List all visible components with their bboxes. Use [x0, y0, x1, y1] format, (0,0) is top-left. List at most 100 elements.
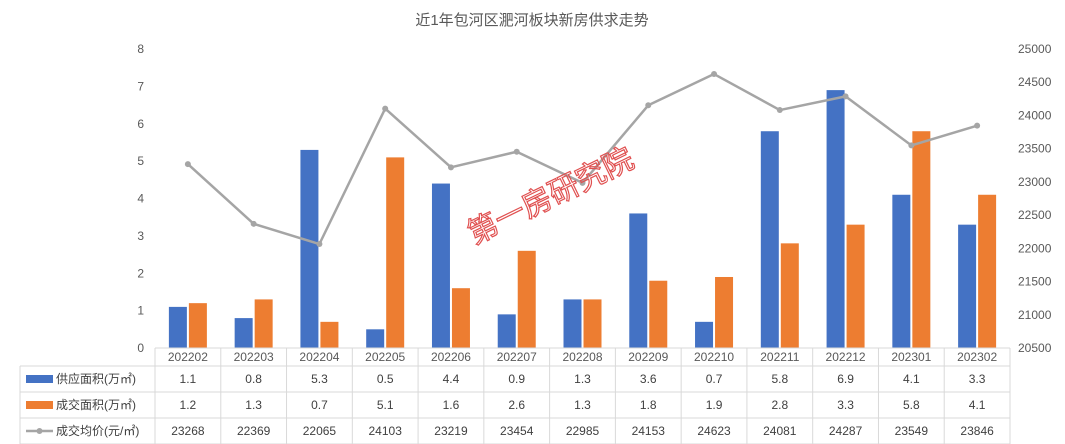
table-cell: 1.9 [706, 398, 723, 412]
table-cell: 23219 [434, 424, 468, 438]
bar-transaction [188, 303, 207, 348]
right-axis-ticks: 20500 21000 21500 22000 22500 23000 23500 24000… [1018, 42, 1052, 355]
price-point [645, 102, 652, 109]
bar-transaction [649, 280, 668, 348]
right-tick-label: 21500 [1018, 275, 1052, 289]
bar-supply [629, 213, 648, 348]
category-label: 202207 [497, 350, 537, 364]
category-label: 202206 [431, 350, 471, 364]
table-cell: 3.3 [837, 398, 854, 412]
left-axis-ticks: 0 1 2 3 4 5 6 7 8 [137, 42, 144, 355]
bar-supply [431, 183, 450, 348]
left-tick-label: 4 [137, 192, 144, 206]
legend-key [26, 401, 53, 409]
table-cell: 1.6 [443, 398, 460, 412]
table-cell: 0.5 [377, 372, 394, 386]
table-cell: 23454 [500, 424, 534, 438]
table-cell: 1.8 [640, 398, 657, 412]
price-point [184, 161, 191, 168]
category-label: 202210 [694, 350, 734, 364]
table-cell: 0.7 [706, 372, 723, 386]
table-cell: 22065 [303, 424, 337, 438]
price-point [382, 105, 389, 112]
bar-supply [695, 321, 714, 348]
category-label: 202204 [299, 350, 339, 364]
bar-supply [760, 131, 779, 348]
category-label: 202208 [562, 350, 602, 364]
price-point [447, 164, 454, 171]
category-label: 202302 [957, 350, 997, 364]
bar-transaction [715, 276, 734, 348]
left-tick-label: 1 [137, 304, 144, 318]
bar-supply [366, 329, 385, 348]
line-series [184, 71, 981, 248]
bar-supply [300, 149, 319, 348]
bar-transaction [912, 131, 931, 348]
left-tick-label: 8 [137, 42, 144, 56]
table-cell: 2.8 [771, 398, 788, 412]
table-cell: 23268 [171, 424, 205, 438]
bar-transaction [451, 288, 470, 348]
price-point [842, 93, 849, 100]
right-tick-label: 25000 [1018, 42, 1052, 56]
legend-key [26, 375, 53, 383]
bar-supply [892, 194, 911, 348]
right-tick-label: 24000 [1018, 108, 1052, 122]
table-cell: 0.7 [311, 398, 328, 412]
table-cell: 1.3 [245, 398, 262, 412]
bar-transaction [254, 299, 273, 348]
right-tick-label: 23000 [1018, 175, 1052, 189]
bar-supply [234, 318, 253, 348]
bar-transaction [846, 224, 865, 348]
right-tick-label: 24500 [1018, 75, 1052, 89]
bar-supply [563, 299, 582, 348]
table-cell: 4.4 [443, 372, 460, 386]
table-cell: 5.3 [311, 372, 328, 386]
right-tick-label: 22500 [1018, 208, 1052, 222]
price-point [711, 71, 718, 78]
price-point [776, 107, 783, 114]
legend-label: 成交面积(万㎡) [56, 397, 136, 412]
table-cell: 0.8 [245, 372, 262, 386]
price-point [316, 241, 323, 248]
left-tick-label: 6 [137, 117, 144, 131]
category-label: 202301 [891, 350, 931, 364]
left-tick-label: 3 [137, 229, 144, 243]
table-cell: 4.1 [903, 372, 920, 386]
table-cell: 6.9 [837, 372, 854, 386]
table-cell: 24103 [369, 424, 403, 438]
bar-transaction [320, 321, 339, 348]
category-label: 202202 [168, 350, 208, 364]
bar-transaction [583, 299, 602, 348]
left-tick-label: 5 [137, 154, 144, 168]
category-label: 202209 [628, 350, 668, 364]
right-tick-label: 22000 [1018, 241, 1052, 255]
table-cell: 1.3 [574, 398, 591, 412]
price-point [513, 148, 520, 155]
bar-supply [958, 224, 977, 348]
table-cell: 1.3 [574, 372, 591, 386]
bar-supply [497, 314, 516, 348]
table-cell: 5.8 [903, 398, 920, 412]
table-cell: 5.8 [771, 372, 788, 386]
table-cell: 23549 [895, 424, 929, 438]
table-cell: 0.9 [508, 372, 525, 386]
category-label: 202212 [826, 350, 866, 364]
category-label: 202211 [760, 350, 799, 364]
table-cell: 5.1 [377, 398, 394, 412]
table-cell: 3.6 [640, 372, 657, 386]
bar-supply [826, 90, 845, 349]
table-cell: 22369 [237, 424, 271, 438]
bar-transaction [386, 157, 405, 348]
table-cell: 24081 [763, 424, 797, 438]
left-tick-label: 0 [137, 341, 144, 355]
left-tick-label: 7 [137, 79, 144, 93]
price-point [579, 179, 586, 186]
price-point [908, 142, 915, 149]
right-tick-label: 20500 [1018, 341, 1052, 355]
table-cell: 2.6 [508, 398, 525, 412]
table-cell: 23846 [960, 424, 994, 438]
right-tick-label: 23500 [1018, 142, 1052, 156]
legend-label: 成交均价(元/㎡) [56, 423, 139, 438]
